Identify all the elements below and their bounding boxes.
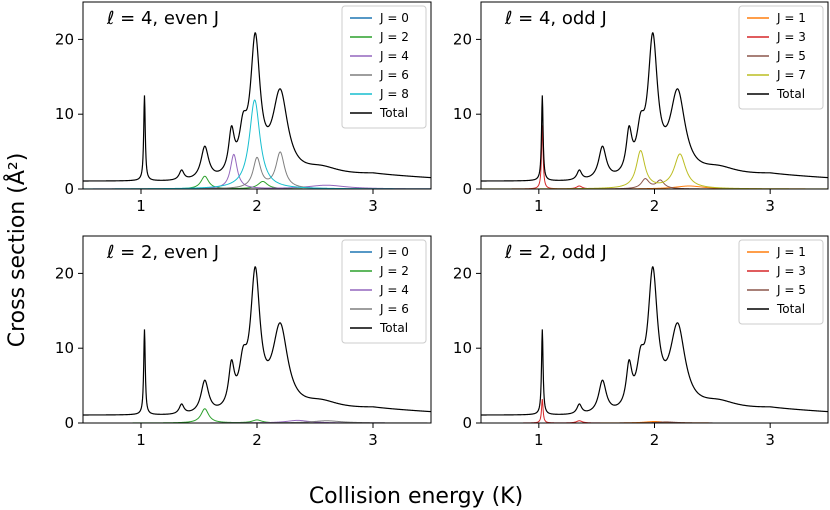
chart-panel-2: 1 2 3 0 10 20 ℓ = 4, odd J J = 1 J = 3 J = 5 J = 7… <box>453 1 829 215</box>
legend-label: J = 1 <box>776 245 806 259</box>
x-tick-label: 3 <box>765 197 775 215</box>
x-axis-label: Collision energy (K) <box>309 484 523 509</box>
legend-label: J = 5 <box>776 283 806 297</box>
series-line-total <box>481 266 828 416</box>
y-tick-label: 20 <box>55 30 74 48</box>
y-tick-label: 10 <box>453 339 472 357</box>
legend-label: J = 6 <box>379 68 409 82</box>
x-tick-label: 1 <box>136 431 146 449</box>
legend-label: J = 3 <box>776 264 806 278</box>
y-tick-label: 0 <box>462 180 472 198</box>
x-tick-label: 3 <box>368 431 378 449</box>
y-tick-label: 10 <box>55 105 74 123</box>
panel-title: ℓ = 2, odd J <box>504 242 607 263</box>
legend-box <box>341 239 427 344</box>
panel-title: ℓ = 4, odd J <box>504 8 607 29</box>
legend: J = 0 J = 2 J = 4 J = 6 Total <box>341 239 427 344</box>
chart-panel-4: 1 2 3 0 10 20 ℓ = 2, odd J J = 1 J = 3 J = 5 Total <box>453 235 829 449</box>
legend: J = 1 J = 3 J = 5 Total <box>738 239 824 325</box>
y-tick-label: 20 <box>453 30 472 48</box>
legend-label: J = 6 <box>379 302 409 316</box>
y-tick-label: 0 <box>64 414 74 432</box>
series-line-J4 <box>83 153 431 189</box>
x-tick-label: 1 <box>534 197 544 215</box>
y-tick-label: 0 <box>64 180 74 198</box>
legend-label: J = 0 <box>379 245 409 259</box>
series-line-total <box>83 32 431 182</box>
x-tick-label: 2 <box>650 197 660 215</box>
legend-label: J = 4 <box>379 283 409 297</box>
series-line-J2 <box>83 175 431 189</box>
y-tick-label: 0 <box>462 414 472 432</box>
y-axis-label: Cross section (Å²) <box>3 153 30 348</box>
panel-title: ℓ = 2, even J <box>106 242 219 263</box>
legend-label: J = 1 <box>776 11 806 25</box>
legend-box <box>738 5 824 110</box>
x-tick-label: 2 <box>252 431 262 449</box>
x-tick-label: 1 <box>534 431 544 449</box>
series-line-J7 <box>481 149 828 189</box>
legend-label: J = 5 <box>776 49 806 63</box>
legend-label: J = 2 <box>379 30 409 44</box>
panel-title: ℓ = 4, even J <box>106 8 219 29</box>
y-tick-label: 10 <box>453 105 472 123</box>
legend-label: Total <box>379 106 408 120</box>
series-line-J2 <box>83 408 431 423</box>
legend-box <box>738 239 824 325</box>
y-tick-label: 20 <box>453 264 472 282</box>
legend-label: Total <box>776 87 805 101</box>
x-tick-label: 1 <box>136 197 146 215</box>
series-line-total <box>481 32 828 182</box>
legend-label: J = 4 <box>379 49 409 63</box>
legend-label: Total <box>776 302 805 316</box>
x-tick-label: 2 <box>650 431 660 449</box>
x-tick-label: 2 <box>252 197 262 215</box>
legend-label: J = 8 <box>379 87 409 101</box>
series-line-J3 <box>481 398 828 423</box>
y-tick-label: 10 <box>55 339 74 357</box>
legend-label: J = 3 <box>776 30 806 44</box>
series-line-total <box>83 266 431 416</box>
legend: J = 1 J = 3 J = 5 J = 7 Total <box>738 5 824 110</box>
y-tick-label: 20 <box>55 264 74 282</box>
x-tick-label: 3 <box>765 431 775 449</box>
x-tick-label: 3 <box>368 197 378 215</box>
legend-label: Total <box>379 321 408 335</box>
legend-label: J = 7 <box>776 68 806 82</box>
legend: J = 0 J = 2 J = 4 J = 6 J = 8 Total <box>341 5 427 129</box>
series-line-J6 <box>83 151 431 189</box>
legend-label: J = 0 <box>379 11 409 25</box>
legend-label: J = 2 <box>379 264 409 278</box>
